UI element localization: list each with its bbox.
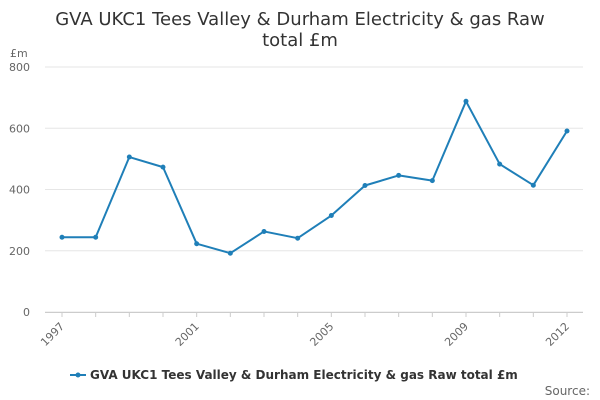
y-tick-label-800: 800	[9, 61, 30, 74]
legend[interactable]: GVA UKC1 Tees Valley & Durham Electricit…	[70, 368, 518, 382]
data-point-1999[interactable]	[126, 154, 132, 160]
x-tick-label-1997: 1997	[38, 320, 67, 349]
x-tick-label-2005: 2005	[307, 320, 336, 349]
y-tick-label-0: 0	[23, 306, 30, 319]
data-point-2002[interactable]	[227, 250, 233, 256]
data-point-2009[interactable]	[463, 98, 469, 104]
data-point-2005[interactable]	[328, 213, 334, 219]
chart-title-line-2: total £m	[262, 30, 338, 51]
x-axis: 1997 2001 2005 2009 2012	[38, 312, 583, 349]
gridlines	[45, 66, 583, 313]
data-point-1998[interactable]	[93, 234, 99, 240]
chart-title: GVA UKC1 Tees Valley & Durham Electricit…	[55, 9, 545, 51]
x-tick-label-2009: 2009	[442, 320, 471, 349]
data-point-2012[interactable]	[564, 128, 570, 134]
legend-label: GVA UKC1 Tees Valley & Durham Electricit…	[90, 368, 518, 382]
x-tick-label-2012: 2012	[543, 320, 572, 349]
chart-title-line-1: GVA UKC1 Tees Valley & Durham Electricit…	[55, 9, 545, 30]
data-point-2007[interactable]	[396, 172, 402, 178]
data-point-2008[interactable]	[429, 178, 435, 184]
data-point-2001[interactable]	[194, 241, 200, 247]
data-point-2010[interactable]	[497, 161, 503, 167]
x-tick-label-2001: 2001	[173, 320, 202, 349]
data-point-2003[interactable]	[261, 228, 267, 234]
data-point-2000[interactable]	[160, 164, 166, 170]
data-point-2004[interactable]	[295, 235, 301, 241]
data-point-1997[interactable]	[59, 234, 65, 240]
data-point-2006[interactable]	[362, 183, 368, 189]
y-axis-unit-label: £m	[10, 47, 28, 60]
plot-area	[59, 98, 570, 256]
y-tick-label-400: 400	[9, 184, 30, 197]
data-point-2011[interactable]	[530, 182, 536, 188]
series-line	[62, 100, 568, 255]
legend-marker-point	[75, 372, 81, 378]
source-label: Source:	[545, 384, 590, 398]
y-tick-label-200: 200	[9, 245, 30, 258]
y-axis-ticks: 0 200 400 600 800	[9, 61, 30, 319]
y-tick-label-600: 600	[9, 122, 30, 135]
